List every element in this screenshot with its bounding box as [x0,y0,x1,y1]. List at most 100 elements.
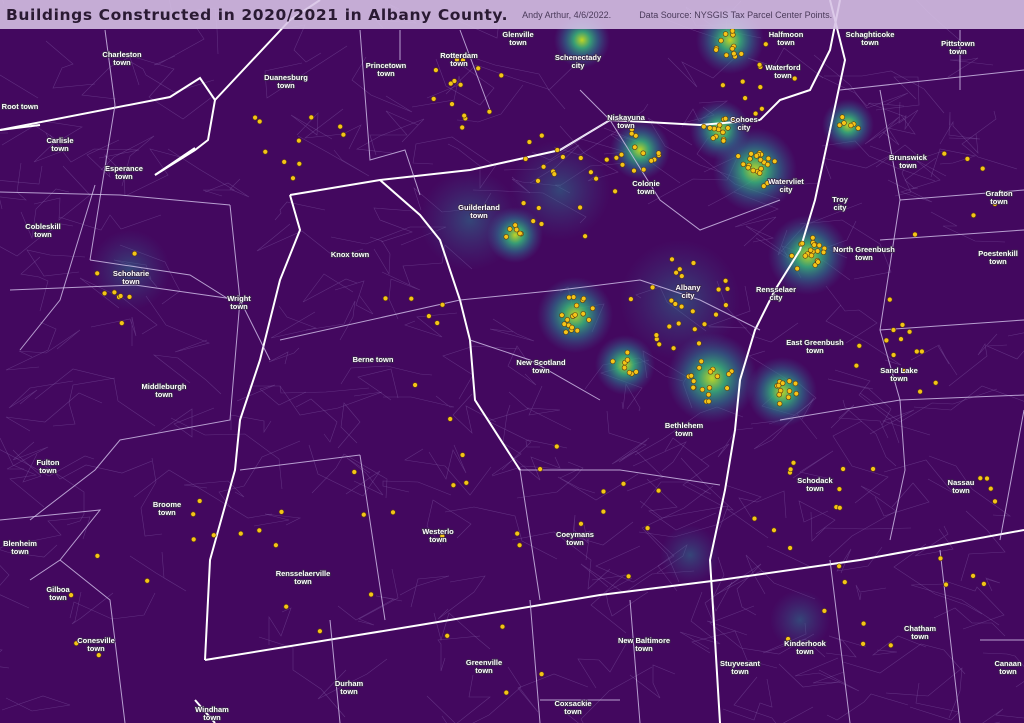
building-point [191,536,197,543]
road [426,674,491,723]
building-point [790,460,797,466]
town-label: East Greenbush town [786,338,844,355]
town-boundary [229,204,271,361]
building-point [764,180,771,186]
building-point [710,135,716,141]
road [305,300,356,341]
building-point [648,158,654,164]
building-point [814,248,821,254]
building-point [821,608,828,614]
road [49,134,140,163]
town-label: Fulton town [37,458,60,475]
building-point [512,222,518,228]
road [828,485,897,558]
building-point [577,204,583,211]
building-point [696,365,702,371]
heat-blob [420,170,520,270]
road [842,643,966,675]
road [6,441,49,470]
road [43,458,153,480]
road [218,440,301,509]
building-point [526,139,533,145]
road [726,563,762,616]
building-point [439,302,446,308]
building-point [539,132,545,139]
building-point [655,150,662,156]
building-point [513,226,520,233]
building-point [706,398,712,405]
road [0,132,8,134]
town-label: Westerlo town [422,527,454,544]
building-point [566,294,572,301]
road [123,148,185,197]
building-point [672,301,678,307]
building-point [382,295,389,302]
road [904,157,937,190]
building-point [729,45,735,52]
building-point [131,250,138,257]
building-point [73,640,80,646]
town-boundary [359,454,386,621]
road [441,666,522,723]
road [230,414,272,434]
building-point [530,218,536,224]
building-point [764,161,771,168]
building-point [739,78,746,85]
building-point [101,290,108,296]
town-label: Duanesburg town [264,73,308,90]
building-point [855,125,861,131]
building-point [839,114,845,120]
building-point [789,253,795,259]
building-point [262,149,268,155]
building-point [901,368,908,374]
town-boundary [629,599,641,723]
map-title: Buildings Constructed in 2020/2021 in Al… [6,5,509,24]
road [982,652,1024,688]
title-bar: Buildings Constructed in 2020/2021 in Al… [0,0,1024,29]
building-point [752,110,759,117]
road [90,316,137,346]
building-point [252,114,258,121]
building-point [771,158,778,165]
building-point [673,270,679,276]
building-point [792,380,799,387]
building-point [724,286,731,292]
building-point [572,312,578,318]
road [351,56,413,113]
town-label: Glenville town [502,30,533,47]
building-point [580,311,586,317]
road [910,583,1000,626]
building-point [964,156,971,162]
building-point [447,416,453,422]
town-label: Coxsackie town [554,699,591,716]
building-point [444,633,450,639]
road [256,223,364,259]
building-point [802,253,808,259]
road [0,544,58,558]
building-point [619,162,626,168]
town-label: Schenectady city [555,53,602,70]
building-point [612,188,618,195]
road [491,465,580,479]
heat-blob [822,99,874,151]
building-point [670,345,677,351]
road [130,55,213,120]
building-point [899,322,906,328]
road [798,500,836,535]
building-point [811,242,817,248]
town-label: Nassau town [948,478,975,495]
building-point [979,165,986,172]
building-point [757,157,764,163]
town-label: Kinderhook town [784,639,826,656]
building-point [725,125,731,131]
building-point [439,533,445,539]
building-point [690,378,697,384]
road [826,693,909,721]
road [629,664,676,699]
building-point [723,52,730,58]
road [170,417,283,490]
town-label: Waterford town [765,63,801,80]
road [204,178,250,198]
building-point [759,106,765,112]
